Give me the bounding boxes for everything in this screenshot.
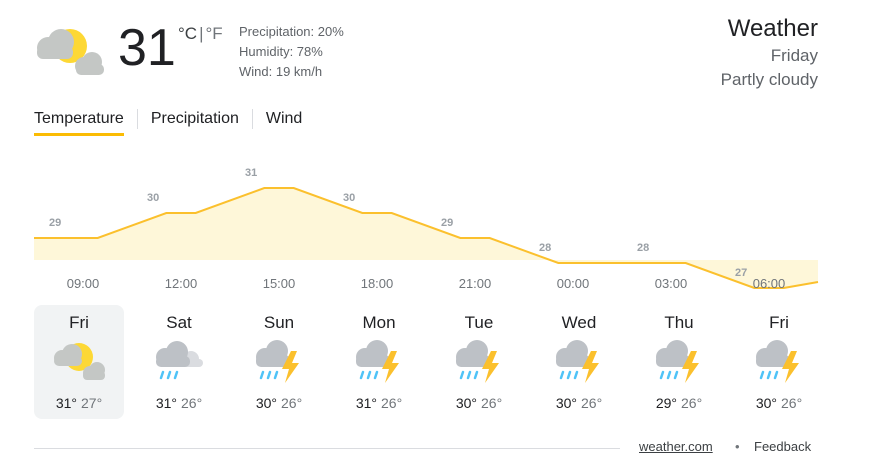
forecast-day-7[interactable]: Fri 30° 26° xyxy=(734,305,824,419)
forecast-day-5[interactable]: Wed 30° 26° xyxy=(534,305,624,419)
tab-divider xyxy=(136,109,138,129)
thunderstorm-icon xyxy=(456,340,499,383)
high-temperature: 30° xyxy=(455,395,477,411)
low-temperature: 26° xyxy=(781,395,803,411)
day-label: Fri xyxy=(69,313,89,332)
time-tick-label: 18:00 xyxy=(361,276,394,290)
forecast-day-0[interactable]: Fri 31° 27° xyxy=(34,305,124,419)
high-temperature: 31° xyxy=(155,395,177,411)
footer-separator: • xyxy=(735,439,740,454)
thunderstorm-icon xyxy=(356,340,399,383)
day-label: Sat xyxy=(166,313,192,332)
forecast-day-1[interactable]: Sat 31° 26° xyxy=(134,305,224,419)
data-label: 29 xyxy=(49,217,61,229)
low-temperature: 26° xyxy=(281,395,303,411)
low-temperature: 26° xyxy=(681,395,703,411)
low-temperature: 27° xyxy=(81,395,103,411)
day-label: Tue xyxy=(464,313,494,332)
current-condition: Partly cloudy xyxy=(720,70,818,89)
thunderstorm-icon xyxy=(756,340,799,383)
high-temperature: 30° xyxy=(555,395,577,411)
time-tick-label: 09:00 xyxy=(67,276,100,290)
forecast-day-3[interactable]: Mon 31° 26° xyxy=(334,305,424,419)
day-temperatures: 30° 26° xyxy=(234,395,324,411)
cloudy-rain-icon xyxy=(156,341,203,380)
temperature-line xyxy=(34,187,819,289)
day-temperatures: 30° 26° xyxy=(734,395,824,411)
data-label: 28 xyxy=(539,242,551,254)
unit-separator: | xyxy=(199,24,204,43)
day-label: Fri xyxy=(769,313,789,332)
forecast-day-4[interactable]: Tue 30° 26° xyxy=(434,305,524,419)
tab-wind[interactable]: Wind xyxy=(265,110,303,127)
day-label: Wed xyxy=(561,313,597,332)
current-day: Friday xyxy=(770,46,818,65)
high-temperature: 31° xyxy=(55,395,77,411)
data-label: 31 xyxy=(245,167,257,179)
tab-precipitation[interactable]: Precipitation xyxy=(150,110,239,127)
high-temperature: 30° xyxy=(755,395,777,411)
day-label: Mon xyxy=(362,313,396,332)
time-tick-label: 12:00 xyxy=(165,276,198,290)
source-link[interactable]: weather.com xyxy=(639,439,713,454)
forecast-day-6[interactable]: Thu 29° 26° xyxy=(634,305,724,419)
time-tick-label: 03:00 xyxy=(655,276,688,290)
time-tick-label: 06:00 xyxy=(753,276,786,290)
day-temperatures: 31° 27° xyxy=(34,395,124,411)
low-temperature: 26° xyxy=(381,395,403,411)
unit-toggle: °C | °F xyxy=(178,24,223,44)
forecast-day-2[interactable]: Sun 30° 26° xyxy=(234,305,324,419)
time-tick-label: 15:00 xyxy=(263,276,296,290)
current-details: Precipitation: 20% Humidity: 78% Wind: 1… xyxy=(239,22,344,82)
precipitation-detail: Precipitation: 20% xyxy=(239,24,344,39)
chart-tabs: Temperature Precipitation Wind xyxy=(34,106,302,140)
thunderstorm-icon xyxy=(656,340,699,383)
location-header: Weather Friday Partly cloudy xyxy=(721,14,818,92)
partly-cloudy-icon xyxy=(54,343,105,380)
day-temperatures: 30° 26° xyxy=(434,395,524,411)
wind-detail: Wind: 19 km/h xyxy=(239,64,323,79)
data-label: 27 xyxy=(735,267,747,279)
low-temperature: 26° xyxy=(181,395,203,411)
day-label: Thu xyxy=(664,313,694,332)
footer-divider xyxy=(34,448,620,449)
day-temperatures: 31° 26° xyxy=(134,395,224,411)
high-temperature: 30° xyxy=(255,395,277,411)
current-temperature: 31 xyxy=(118,19,176,77)
feedback-link[interactable]: Feedback xyxy=(754,439,812,454)
data-label: 29 xyxy=(441,217,453,229)
high-temperature: 31° xyxy=(355,395,377,411)
data-label: 30 xyxy=(147,192,159,204)
day-label: Sun xyxy=(263,313,295,332)
thunderstorm-icon xyxy=(556,340,599,383)
tab-divider xyxy=(251,109,253,129)
weather-title: Weather xyxy=(727,15,818,42)
tab-temperature[interactable]: Temperature xyxy=(34,106,124,136)
low-temperature: 26° xyxy=(581,395,603,411)
day-temperatures: 29° 26° xyxy=(634,395,724,411)
humidity-detail: Humidity: 78% xyxy=(239,44,323,59)
day-temperatures: 31° 26° xyxy=(334,395,424,411)
time-tick-label: 00:00 xyxy=(557,276,590,290)
partly-cloudy-icon xyxy=(37,29,104,75)
low-temperature: 26° xyxy=(481,395,503,411)
data-label: 28 xyxy=(637,242,649,254)
data-label: 30 xyxy=(343,192,355,204)
temperature-chart: 29 09:00 30 12:00 31 15:00 30 18:00 29 21:00 28 00:… xyxy=(34,167,819,290)
day-temperatures: 30° 26° xyxy=(534,395,624,411)
celsius-unit-button[interactable]: °C xyxy=(178,24,198,43)
daily-forecast: Fri 31° 27° Sat 31° 26° Sun 30° 26° Mon 31° 26° Tue 3… xyxy=(34,305,824,420)
high-temperature: 29° xyxy=(655,395,677,411)
fahrenheit-unit-button[interactable]: °F xyxy=(205,24,223,43)
time-tick-label: 21:00 xyxy=(459,276,492,290)
thunderstorm-icon xyxy=(256,340,299,383)
